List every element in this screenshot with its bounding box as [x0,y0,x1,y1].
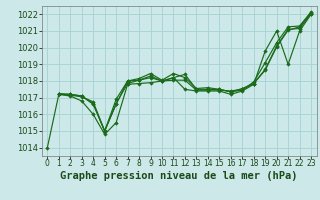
X-axis label: Graphe pression niveau de la mer (hPa): Graphe pression niveau de la mer (hPa) [60,171,298,181]
